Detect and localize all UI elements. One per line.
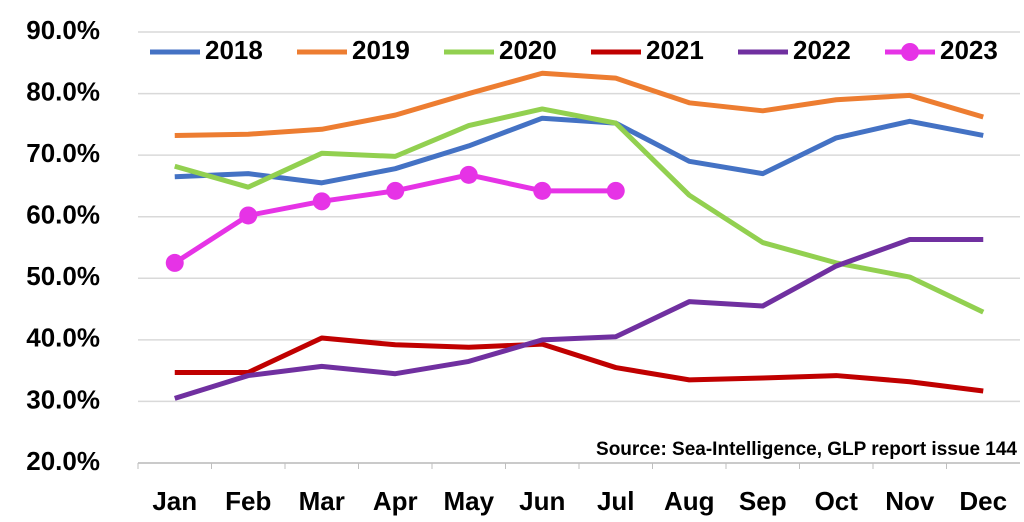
y-tick-label: 50.0% xyxy=(26,261,100,291)
x-tick-label: Sep xyxy=(739,486,787,516)
legend-label: 2018 xyxy=(205,35,263,65)
x-tick-label: Jan xyxy=(152,486,197,516)
series-line xyxy=(174,236,984,401)
series-line xyxy=(174,106,985,315)
x-tick-label: Aug xyxy=(664,486,715,516)
series-line xyxy=(174,335,984,394)
x-tick-label: Dec xyxy=(959,486,1007,516)
point xyxy=(533,181,552,200)
y-tick-label: 20.0% xyxy=(26,446,100,476)
x-tick-label: Feb xyxy=(225,486,271,516)
y-tick-label: 40.0% xyxy=(26,323,100,353)
x-tick-label: Jun xyxy=(519,486,565,516)
point xyxy=(239,206,258,225)
point xyxy=(386,181,405,200)
legend-marker xyxy=(901,43,919,61)
point xyxy=(165,253,184,272)
point xyxy=(459,165,478,184)
y-tick-label: 90.0% xyxy=(26,15,100,45)
legend-label: 2020 xyxy=(499,35,557,65)
plot: 20.0% 30.0% 40.0% 50.0% 60.0% 70.0% 80.0% 90.0%… xyxy=(26,15,1020,516)
series-line xyxy=(174,115,984,186)
source-annotation: Source: Sea-Intelligence, GLP report iss… xyxy=(596,439,1017,460)
legend-label: 2022 xyxy=(793,35,851,65)
x-tick-label: Nov xyxy=(885,486,935,516)
legend-label: 2023 xyxy=(940,35,998,65)
x-tick-label: Mar xyxy=(299,486,345,516)
x-tick-label: May xyxy=(443,486,494,516)
y-tick-label: 80.0% xyxy=(26,76,100,106)
x-tick-label: Jul xyxy=(597,486,635,516)
series-line xyxy=(174,70,984,138)
legend-label: 2021 xyxy=(646,35,704,65)
x-tick-label: Apr xyxy=(373,486,418,516)
x-tick-label: Oct xyxy=(815,486,859,516)
point xyxy=(312,192,331,211)
y-tick-label: 70.0% xyxy=(26,138,100,168)
point xyxy=(606,181,625,200)
legend-label: 2019 xyxy=(352,35,410,65)
y-tick-label: 30.0% xyxy=(26,384,100,414)
y-tick-label: 60.0% xyxy=(26,200,100,230)
